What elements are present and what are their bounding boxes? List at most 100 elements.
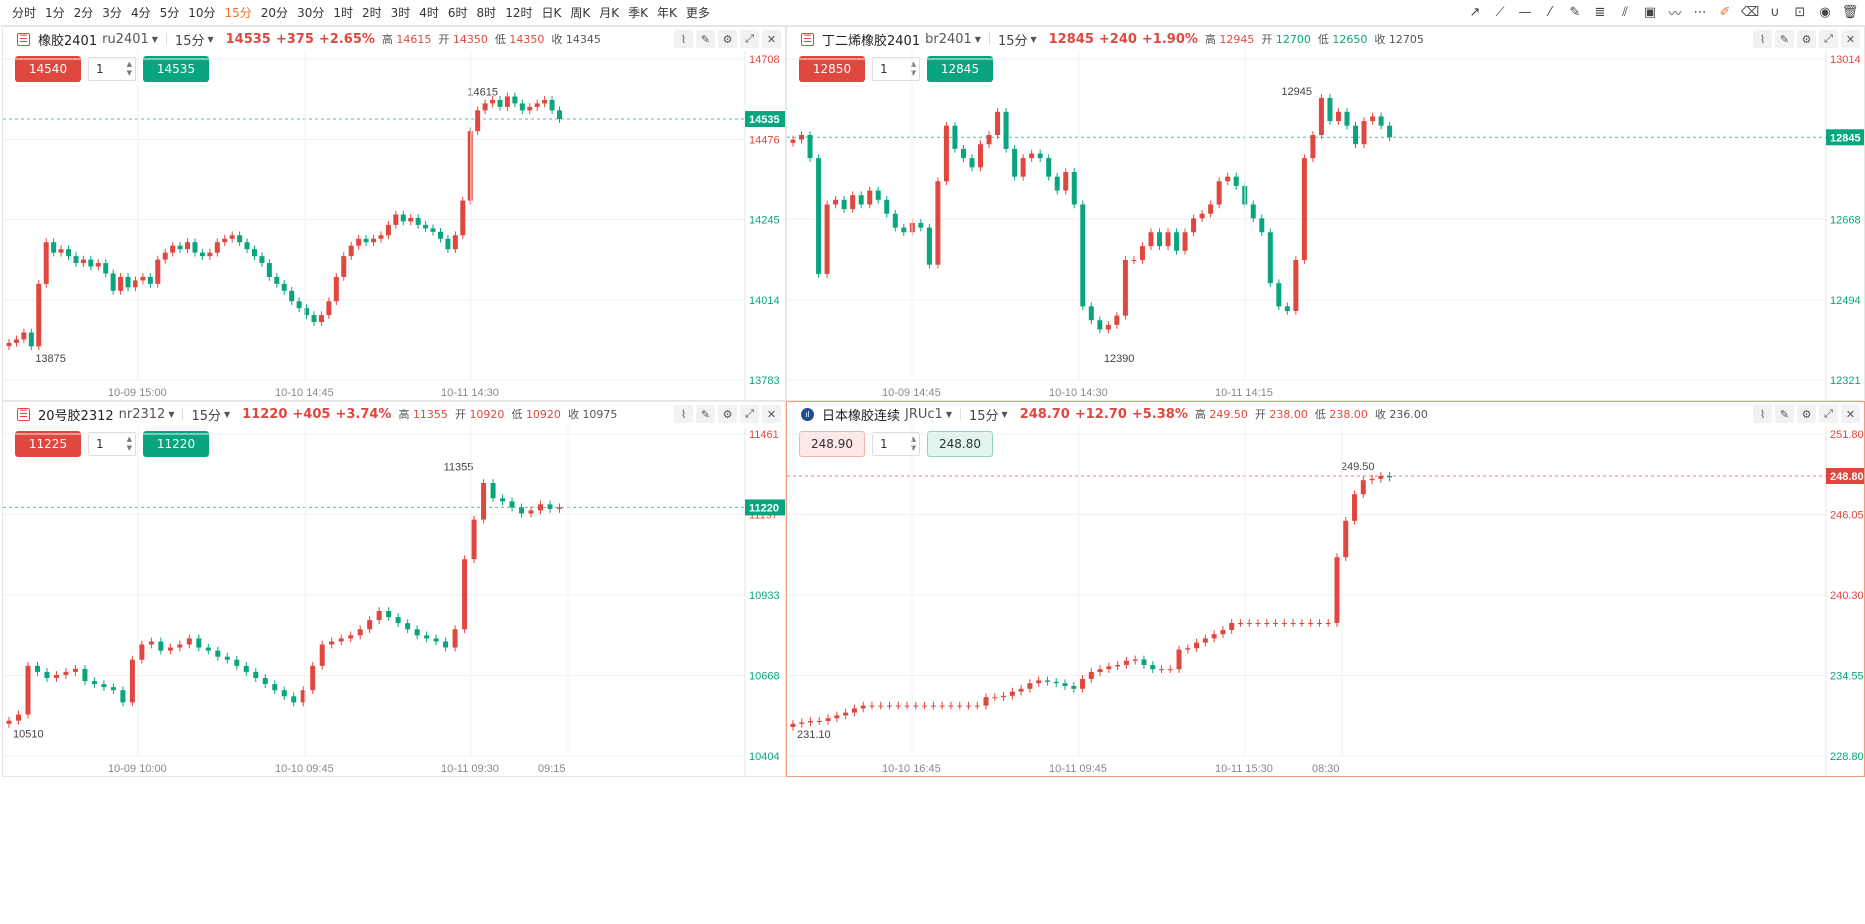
close-icon[interactable]: ✕	[1841, 30, 1860, 48]
stepper-arrows-icon[interactable]: ▲ ▼	[910, 60, 916, 77]
trash-icon[interactable]: 🗑	[1841, 5, 1859, 20]
buy-button[interactable]: 11225	[15, 431, 81, 457]
quantity-stepper[interactable]: 1 ▲ ▼	[88, 57, 136, 81]
draw-icon[interactable]: ✎	[696, 405, 715, 423]
indicator-icon[interactable]: ⌇	[674, 405, 693, 423]
lock-icon[interactable]: ⊡	[1794, 5, 1806, 20]
wave-icon[interactable]: 〰	[1668, 7, 1682, 22]
chevron-down-icon[interactable]: ▼	[1001, 409, 1008, 419]
expand-icon[interactable]: ⤢	[1819, 405, 1838, 423]
period-12[interactable]: 3时	[390, 6, 411, 20]
candlestick-chart[interactable]: 14708 14476 14245 14014 13783 14535 14615 13875…	[3, 51, 785, 401]
chevron-down-icon[interactable]: ▼	[945, 409, 952, 419]
eye-icon[interactable]: ◉	[1819, 5, 1831, 20]
stepper-arrows-icon[interactable]: ▲ ▼	[910, 435, 916, 452]
candlestick-chart[interactable]: 251.80 246.05 240.30 234.55 228.80 248.80 249.…	[787, 426, 1864, 777]
contract-name[interactable]: 橡胶2401	[38, 33, 98, 49]
contract-name[interactable]: 20号胶2312	[38, 408, 114, 424]
period-22[interactable]: 更多	[685, 6, 710, 20]
period-0[interactable]: 分时	[12, 6, 37, 20]
list-icon[interactable]: ☰	[17, 407, 30, 421]
period-4[interactable]: 4分	[130, 6, 151, 20]
settings-icon[interactable]: ⚙	[1797, 30, 1816, 48]
stepper-arrows-icon[interactable]: ▲ ▼	[126, 60, 132, 77]
period-15[interactable]: 8时	[476, 6, 497, 20]
contract-name[interactable]: 丁二烯橡胶2401	[822, 33, 921, 49]
period-11[interactable]: 2时	[361, 6, 382, 20]
period-16[interactable]: 12时	[505, 6, 533, 20]
contract-code[interactable]: br2401	[925, 31, 972, 47]
edit-icon[interactable]: ✐	[1719, 5, 1731, 20]
period-label[interactable]: 15分	[968, 408, 999, 424]
quantity-stepper[interactable]: 1 ▲ ▼	[88, 432, 136, 456]
period-label[interactable]: 15分	[191, 408, 222, 424]
ray-icon[interactable]: ⟋	[1495, 5, 1505, 20]
chevron-down-icon[interactable]: ▼	[168, 409, 175, 419]
period-20[interactable]: 季K	[628, 6, 648, 20]
draw-icon[interactable]: ✎	[696, 30, 715, 48]
sell-button[interactable]: 11220	[143, 431, 209, 457]
close-icon[interactable]: ✕	[762, 405, 781, 423]
period-10[interactable]: 1时	[333, 6, 353, 20]
sell-button[interactable]: 14535	[143, 56, 209, 82]
magnet-icon[interactable]: ∪	[1770, 5, 1780, 20]
settings-icon[interactable]: ⚙	[718, 405, 737, 423]
chevron-down-icon[interactable]: ▼	[1030, 34, 1037, 44]
chevron-down-icon[interactable]: ▼	[207, 34, 214, 44]
expand-icon[interactable]: ⤢	[740, 30, 759, 48]
contract-name[interactable]: 日本橡胶连续	[822, 408, 901, 424]
period-2[interactable]: 2分	[73, 6, 94, 20]
period-1[interactable]: 1分	[45, 6, 65, 20]
expand-icon[interactable]: ⤢	[1819, 30, 1838, 48]
list-icon[interactable]: ☰	[17, 32, 30, 46]
buy-button[interactable]: 12850	[799, 56, 865, 82]
period-label[interactable]: 15分	[997, 33, 1028, 49]
settings-icon[interactable]: ⚙	[718, 30, 737, 48]
period-18[interactable]: 周K	[570, 6, 591, 20]
chevron-down-icon[interactable]: ▼	[224, 409, 231, 419]
trend-line-icon[interactable]: ↗	[1469, 5, 1481, 20]
sell-button[interactable]: 12845	[927, 56, 993, 82]
period-label[interactable]: 15分	[174, 33, 205, 49]
contract-code[interactable]: ru2401	[102, 31, 149, 47]
contract-code[interactable]: JRUc1	[905, 406, 943, 422]
period-3[interactable]: 3分	[102, 6, 122, 20]
period-13[interactable]: 4时	[419, 6, 439, 20]
chevron-down-icon[interactable]: ▼	[151, 34, 158, 44]
list-icon[interactable]: ☰	[801, 32, 814, 46]
buy-button[interactable]: 14540	[15, 56, 81, 82]
indicator-icon[interactable]: ⌇	[1753, 405, 1772, 423]
period-14[interactable]: 6时	[447, 6, 468, 20]
close-icon[interactable]: ✕	[762, 30, 781, 48]
pen-icon[interactable]: ✎	[1569, 5, 1581, 20]
draw-icon[interactable]: ✎	[1775, 405, 1794, 423]
quantity-stepper[interactable]: 1 ▲ ▼	[872, 432, 920, 456]
draw-icon[interactable]: ✎	[1775, 30, 1794, 48]
chart-panel-br2401[interactable]: ☰ 丁二烯橡胶2401 br2401 ▼ 15分 ▼ 12845 +240 +1…	[786, 26, 1865, 401]
chevron-down-icon[interactable]: ▼	[974, 34, 981, 44]
settings-icon[interactable]: ⚙	[1797, 405, 1816, 423]
segment-icon[interactable]: ⁄	[1548, 5, 1552, 20]
fan-icon[interactable]: ⫽	[1622, 5, 1628, 20]
eraser-icon[interactable]: ⌫	[1740, 5, 1760, 20]
horizontal-line-icon[interactable]: —	[1518, 5, 1532, 20]
fib-icon[interactable]: ≣	[1594, 5, 1606, 20]
indicator-icon[interactable]: ⌇	[674, 30, 693, 48]
bar-chart-icon[interactable]: ıl	[801, 407, 814, 421]
expand-icon[interactable]: ⤢	[740, 405, 759, 423]
period-7[interactable]: 15分	[224, 6, 252, 20]
stepper-arrows-icon[interactable]: ▲ ▼	[126, 435, 132, 452]
contract-code[interactable]: nr2312	[118, 406, 166, 422]
period-9[interactable]: 30分	[297, 6, 325, 20]
close-icon[interactable]: ✕	[1841, 405, 1860, 423]
more-icon[interactable]: ⋯	[1693, 5, 1707, 20]
candlestick-chart[interactable]: 1146111197109331066810404112201135510510…	[3, 426, 785, 777]
candlestick-chart[interactable]: 13014 12668 12494 12321 12845 12945 12390 10-09…	[787, 51, 1864, 401]
period-6[interactable]: 10分	[188, 6, 216, 20]
period-17[interactable]: 日K	[541, 6, 562, 20]
sell-button[interactable]: 248.80	[927, 431, 993, 457]
period-19[interactable]: 月K	[599, 6, 620, 20]
buy-button[interactable]: 248.90	[799, 431, 865, 457]
image-icon[interactable]: ▣	[1643, 5, 1657, 20]
chart-panel-nr2312[interactable]: ☰ 20号胶2312 nr2312 ▼ 15分 ▼ 11220 +405 +3.…	[2, 401, 786, 777]
